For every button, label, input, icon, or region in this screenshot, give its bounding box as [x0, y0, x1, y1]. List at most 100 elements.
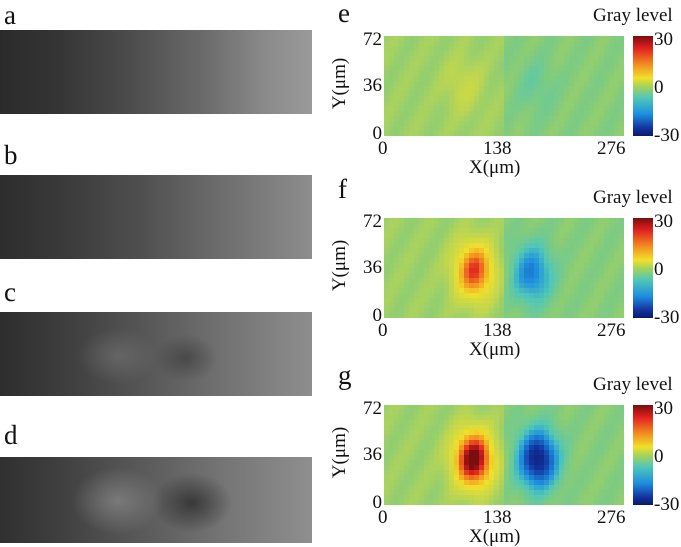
heatmap-cell [594, 263, 600, 269]
heatmap-cell [439, 223, 445, 229]
heatmap-cell [479, 485, 485, 491]
heatmap-cell [389, 293, 395, 299]
heatmap-cell [479, 440, 485, 446]
heatmap-cell [484, 298, 490, 304]
heatmap-cell [494, 253, 500, 259]
heatmap-cell [444, 475, 450, 481]
heatmap-cell [529, 410, 535, 416]
heatmap-cell [454, 263, 460, 269]
heatmap-cell [439, 410, 445, 416]
heatmap-cell [599, 96, 605, 102]
heatmap-cell [594, 460, 600, 466]
heatmap-cell [384, 243, 390, 249]
heatmap-cell [534, 46, 540, 52]
heatmap-cell [389, 298, 395, 304]
heatmap-cell [489, 238, 495, 244]
heatmap-cell [619, 470, 624, 476]
heatmap-cell [554, 450, 560, 456]
heatmap-cell [554, 435, 560, 441]
heatmap-cell [414, 273, 420, 279]
heatmap-cell [439, 480, 445, 486]
heatmap-cell [569, 313, 575, 318]
heatmap-cell [589, 51, 595, 57]
heatmap-cell [404, 445, 410, 451]
heatmap-cell [414, 263, 420, 269]
heatmap-cell [434, 56, 440, 62]
heatmap-cell [434, 263, 440, 269]
heatmap-cell [389, 303, 395, 309]
heatmap-cell [509, 121, 515, 127]
heatmap-cell [534, 420, 540, 426]
heatmap-cell [424, 450, 430, 456]
heatmap-cell [539, 248, 545, 254]
heatmap-cell [559, 308, 565, 314]
heatmap-cell [554, 218, 560, 224]
heatmap-cell [504, 41, 510, 47]
heatmap-cell [609, 470, 615, 476]
heatmap-cell [534, 91, 540, 97]
heatmap-cell [519, 86, 525, 92]
heatmap-cell [444, 293, 450, 299]
heatmap-cell [594, 445, 600, 451]
heatmap-cell [449, 420, 455, 426]
heatmap-cell [424, 46, 430, 52]
heatmap-cell [599, 131, 605, 136]
heatmap-cell [439, 243, 445, 249]
colorbar-g [633, 405, 653, 505]
heatmap-cell [449, 218, 455, 224]
heatmap-cell [619, 61, 624, 67]
heatmap-cell [544, 253, 550, 259]
heatmap-cell [599, 218, 605, 224]
heatmap-cell [574, 313, 580, 318]
heatmap-cell [464, 46, 470, 52]
heatmap-cell [409, 228, 415, 234]
heatmap-cell [404, 313, 410, 318]
heatmap-cell [539, 440, 545, 446]
heatmap-cell [494, 263, 500, 269]
heatmap-cell [414, 218, 420, 224]
heatmap-cell [504, 415, 510, 421]
heatmap-cell [409, 465, 415, 471]
heatmap-cell [579, 415, 585, 421]
heatmap-cell [409, 410, 415, 416]
heatmap-cell [424, 116, 430, 122]
heatmap-cell [589, 455, 595, 461]
heatmap-cell [414, 56, 420, 62]
heatmap-cell [384, 308, 390, 314]
heatmap-cell [614, 96, 620, 102]
heatmap-cell [434, 111, 440, 117]
heatmap-cell [494, 465, 500, 471]
heatmap-cell [414, 445, 420, 451]
heatmap-cell [504, 76, 510, 82]
heatmap-cell [559, 91, 565, 97]
heatmap-cell [604, 440, 610, 446]
heatmap-cell [609, 485, 615, 491]
heatmap-cell [424, 86, 430, 92]
heatmap-cell [434, 470, 440, 476]
heatmap-cell [399, 470, 405, 476]
heatmap-cell [559, 465, 565, 471]
heatmap-cell [454, 405, 460, 411]
heatmap-cell [464, 485, 470, 491]
heatmap-cell [489, 46, 495, 52]
heatmap-cell [539, 308, 545, 314]
heatmap-cell [389, 420, 395, 426]
heatmap-cell [614, 66, 620, 72]
heatmap-cell [394, 248, 400, 254]
heatmap-cell [569, 96, 575, 102]
heatmap-cell [459, 86, 465, 92]
heatmap-cell [484, 460, 490, 466]
heatmap-cell [459, 116, 465, 122]
heatmap-cell [454, 126, 460, 132]
heatmap-cell [524, 435, 530, 441]
heatmap-cell [474, 303, 480, 309]
heatmap-cell [554, 298, 560, 304]
heatmap-cell [394, 425, 400, 431]
heatmap-cell [614, 500, 620, 505]
heatmap-cell [589, 415, 595, 421]
heatmap-cell [449, 116, 455, 122]
heatmap-cell [559, 228, 565, 234]
heatmap-cell [489, 278, 495, 284]
heatmap-cell [564, 81, 570, 87]
heatmap-cell [524, 490, 530, 496]
